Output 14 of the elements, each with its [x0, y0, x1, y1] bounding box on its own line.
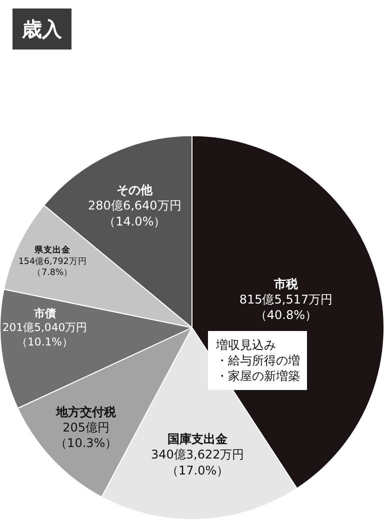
slice-label: 県支出金: [34, 244, 72, 256]
chart-title: 歳入: [21, 17, 63, 41]
slice-label: 地方交付税: [55, 405, 118, 420]
slice-label: 市債: [32, 307, 56, 320]
data-label: 154億6,792万円（7.8%）: [18, 256, 87, 278]
data-label: 280億6,640万円（14.0%）: [88, 198, 182, 228]
data-label: 205億円（10.3%）: [55, 420, 118, 450]
slice-label: 市税: [272, 277, 299, 292]
data-label: 815億5,517万円（40.8%）: [239, 292, 333, 322]
text: 増収見込み・給与所得の増・家屋の新増築: [215, 338, 300, 384]
slice-label: その他: [116, 183, 154, 198]
data-label: 340億3,622万円（17.0%）: [150, 448, 244, 478]
data-label: 201億5,040万円（10.1%）: [2, 321, 88, 348]
slice-label: 国庫支出金: [168, 432, 229, 446]
